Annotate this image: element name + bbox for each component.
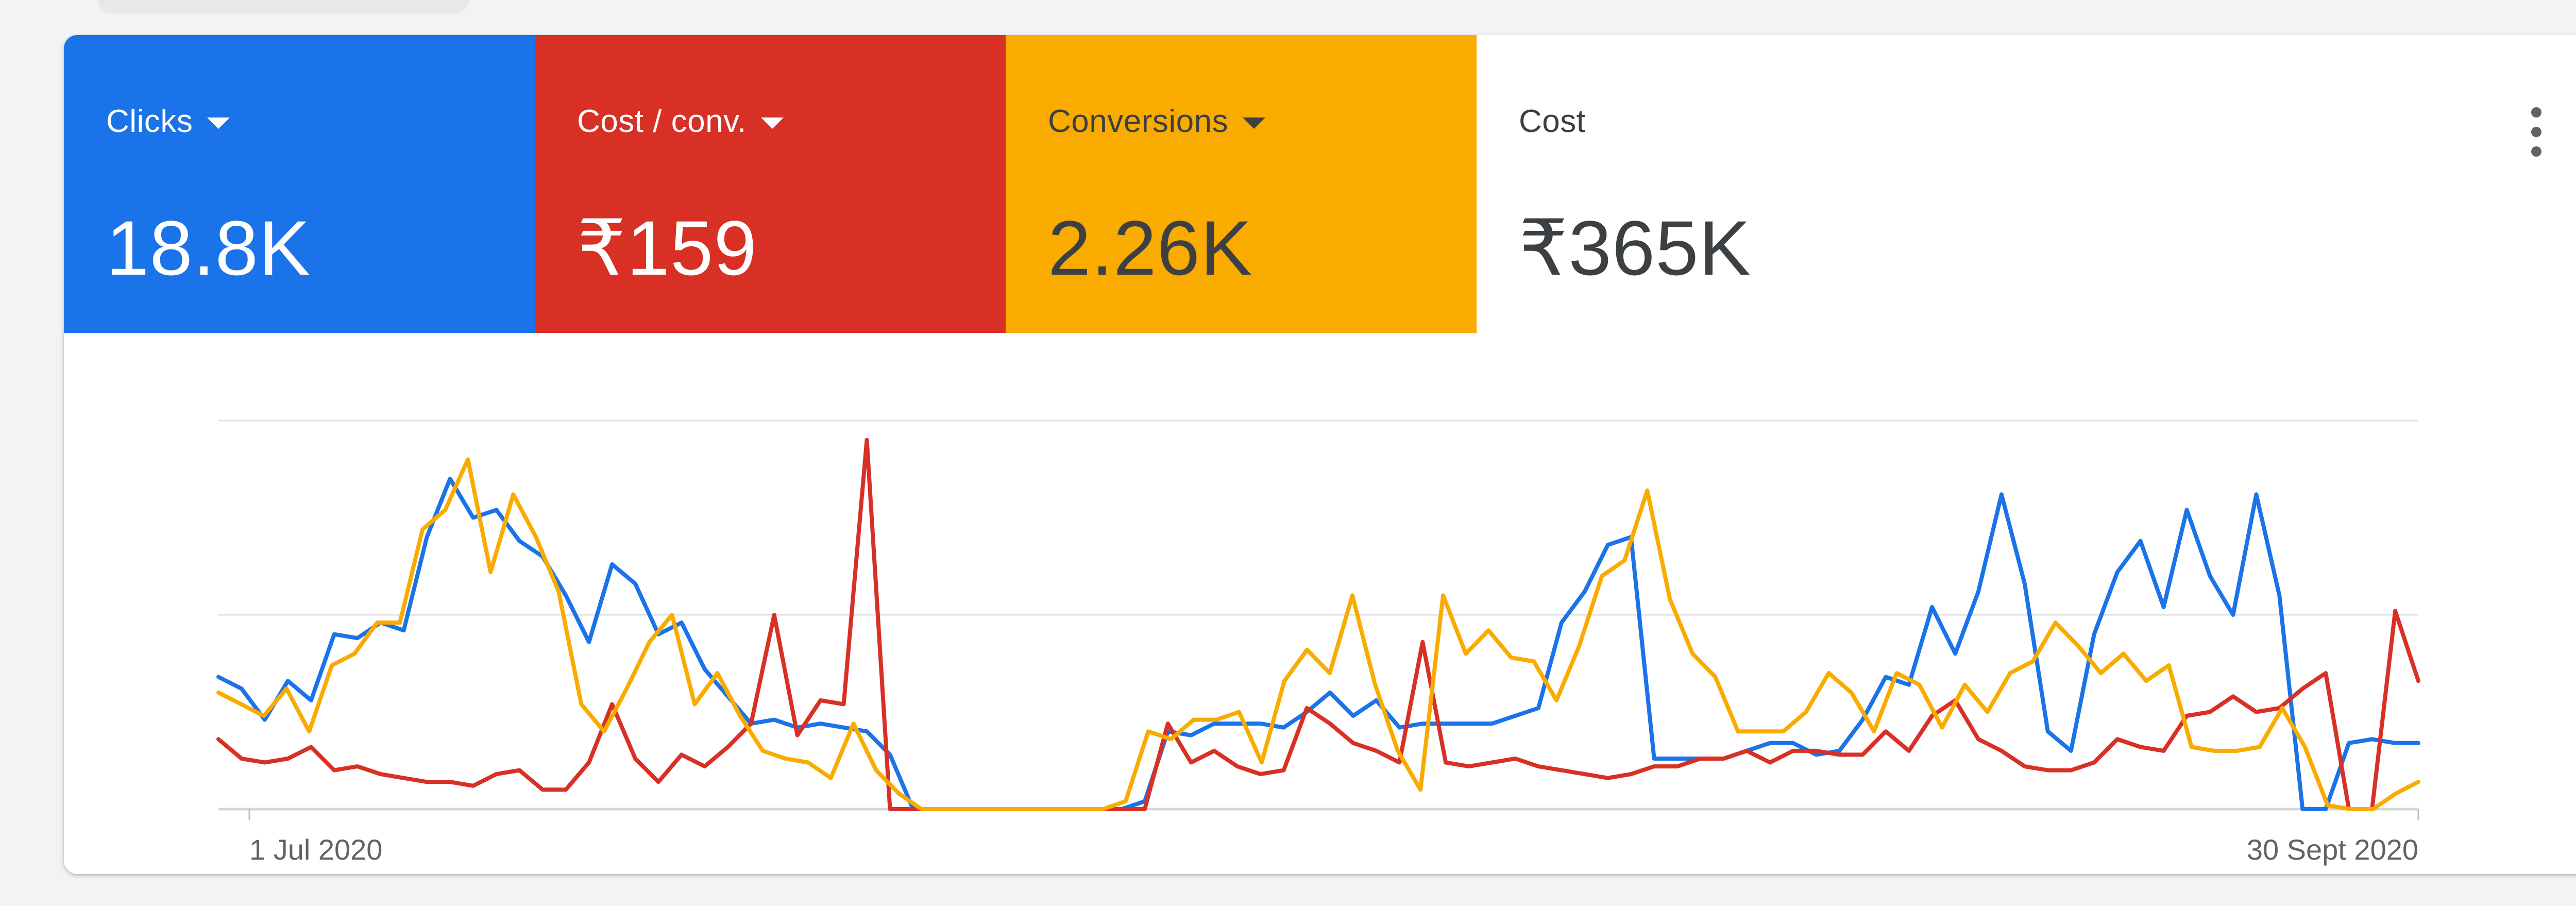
- metric-label-text: Clicks: [106, 104, 193, 139]
- x-axis-start-label: 1 Jul 2020: [249, 833, 382, 866]
- chart-axis-labels: 1 Jul 2020 30 Sept 2020: [249, 833, 2418, 866]
- metric-value-cost-per-conversion: ₹159: [577, 205, 757, 291]
- more-vert-icon[interactable]: [2529, 107, 2544, 157]
- chart-series: [216, 438, 2420, 811]
- dropdown-caret-icon[interactable]: [1243, 117, 1266, 129]
- metric-tile-clicks[interactable]: Clicks 18.8K: [64, 35, 535, 333]
- metric-tile-cost-per-conversion[interactable]: Cost / conv. ₹159: [535, 35, 1006, 333]
- menu-dot: [2531, 127, 2541, 137]
- metric-value-conversions: 2.26K: [1048, 205, 1252, 291]
- chart-svg: 1 Jul 2020 30 Sept 2020: [216, 420, 2420, 866]
- metric-tile-conversions[interactable]: Conversions 2.26K: [1006, 35, 1477, 333]
- background-tab-strip: [98, 0, 469, 13]
- metric-value-clicks: 18.8K: [106, 205, 311, 291]
- metric-label-cost: Cost: [1519, 103, 1585, 140]
- menu-dot: [2531, 107, 2541, 118]
- metric-label-text: Cost: [1519, 104, 1586, 139]
- metric-value-cost: ₹365K: [1519, 205, 1751, 291]
- x-axis-end-label: 30 Sept 2020: [2247, 833, 2418, 866]
- metric-label-text: Conversions: [1048, 104, 1229, 139]
- dropdown-caret-icon[interactable]: [207, 117, 230, 129]
- metric-tile-cost[interactable]: Cost ₹365K: [1477, 35, 1947, 333]
- series-line-clicks[interactable]: [216, 477, 2420, 811]
- metric-label-clicks[interactable]: Clicks: [106, 103, 230, 140]
- performance-overview-card: Clicks 18.8K Cost / conv. ₹159 Conversio…: [64, 35, 2576, 874]
- metric-label-text: Cost / conv.: [577, 104, 747, 139]
- chart-gridlines: [218, 420, 2419, 820]
- dropdown-caret-icon[interactable]: [760, 117, 784, 129]
- metric-label-conversions[interactable]: Conversions: [1048, 103, 1266, 140]
- menu-dot: [2531, 146, 2541, 157]
- performance-line-chart: 1 Jul 2020 30 Sept 2020: [64, 333, 2576, 874]
- metric-tiles: Clicks 18.8K Cost / conv. ₹159 Conversio…: [64, 35, 2576, 333]
- series-line-conversions[interactable]: [216, 457, 2420, 811]
- series-line-cost-per-conv[interactable]: [216, 438, 2420, 811]
- metric-label-cost-per-conversion[interactable]: Cost / conv.: [577, 103, 784, 140]
